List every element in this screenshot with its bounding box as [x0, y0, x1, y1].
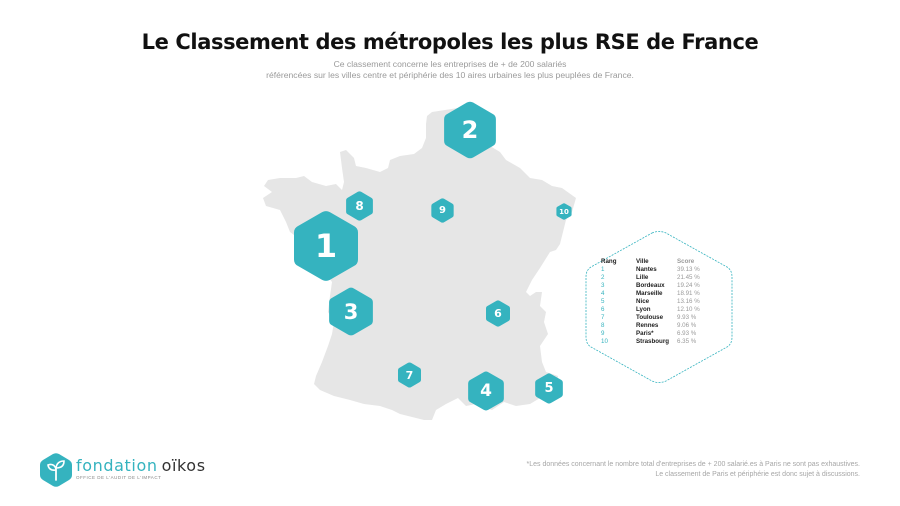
table-row: 5 Nice 13.16 %	[601, 298, 717, 306]
score-cell: 39.13 %	[677, 266, 700, 273]
score-cell: 9.06 %	[677, 322, 697, 329]
table-row: 7 Toulouse 9.93 %	[601, 314, 717, 322]
rank-cell: 5	[601, 298, 605, 305]
rank-cell: 10	[601, 338, 608, 345]
map-marker-rank-8[interactable]: 8	[346, 191, 373, 221]
column-header-ville: Ville	[636, 258, 649, 265]
table-row: 2 Lille 21.45 %	[601, 274, 717, 282]
sprout-hexagon-icon	[40, 453, 72, 487]
map-marker-rank-10[interactable]: 10	[556, 203, 572, 220]
rank-cell: 6	[601, 306, 605, 313]
city-cell: Bordeaux	[636, 282, 665, 289]
score-cell: 13.16 %	[677, 298, 700, 305]
map-marker-rank-6[interactable]: 6	[486, 300, 510, 327]
table-row: 9 Paris* 6.93 %	[601, 330, 717, 338]
city-cell: Toulouse	[636, 314, 664, 321]
map-marker-rank-1[interactable]: 1	[294, 210, 358, 282]
table-row: 3 Bordeaux 19.24 %	[601, 282, 717, 290]
score-cell: 21.45 %	[677, 274, 700, 281]
rank-cell: 8	[601, 322, 605, 329]
hexagon-icon	[486, 300, 510, 327]
table-row: 1 Nantes 39.13 %	[601, 266, 717, 274]
city-cell: Nice	[636, 298, 650, 305]
hexagon-icon	[329, 287, 373, 336]
map-marker-rank-4[interactable]: 4	[468, 371, 504, 411]
column-header-rang: Rang	[601, 258, 617, 265]
subtitle-line-1: Ce classement concerne les entreprises d…	[333, 59, 567, 69]
map-marker-rank-9[interactable]: 9	[431, 198, 454, 223]
map-marker-rank-7[interactable]: 7	[398, 362, 421, 388]
rank-cell: 9	[601, 330, 605, 337]
hexagon-icon	[398, 362, 421, 388]
score-cell: 18.91 %	[677, 290, 700, 297]
footnote-line-1: *Les données concernant le nombre total …	[526, 461, 860, 468]
footnote: *Les données concernant le nombre total …	[527, 460, 860, 480]
score-cell: 6.35 %	[677, 338, 697, 345]
ranking-frame-hexagon	[585, 231, 733, 383]
city-cell: Strasbourg	[636, 338, 670, 345]
score-cell: 19.24 %	[677, 282, 700, 289]
rank-cell: 2	[601, 274, 605, 281]
map-marker-rank-5[interactable]: 5	[535, 373, 563, 404]
score-cell: 9.93 %	[677, 314, 697, 321]
logo-name-oikos: oïkos	[161, 456, 206, 475]
rank-cell: 7	[601, 314, 605, 321]
city-cell: Lyon	[636, 306, 651, 313]
ranking-table: Rang Ville Score 1 Nantes 39.13 % 2 Lille 21…	[601, 258, 717, 346]
page-title: Le Classement des métropoles les plus RS…	[141, 30, 759, 54]
table-header-row: Rang Ville Score	[601, 258, 717, 266]
city-cell: Nantes	[636, 266, 657, 273]
table-row: 4 Marseille 18.91 %	[601, 290, 717, 298]
rank-cell: 4	[601, 290, 605, 297]
city-cell: Rennes	[636, 322, 659, 329]
city-cell: Paris*	[636, 330, 654, 337]
city-cell: Lille	[636, 274, 649, 281]
column-header-score: Score	[677, 258, 695, 265]
hexagon-icon	[431, 198, 454, 223]
map-marker-rank-3[interactable]: 3	[329, 287, 373, 336]
footnote-line-2: Le classement de Paris et périphérie est…	[655, 471, 860, 478]
table-row: 10 Strasbourg 6.35 %	[601, 338, 717, 346]
hexagon-icon	[346, 191, 373, 221]
table-row: 8 Rennes 9.06 %	[601, 322, 717, 330]
table-row: 6 Lyon 12.10 %	[601, 306, 717, 314]
rank-cell: 3	[601, 282, 605, 289]
hexagon-icon	[444, 101, 496, 159]
hexagon-icon	[535, 373, 563, 404]
page-subtitle: Ce classement concerne les entreprises d…	[0, 59, 900, 81]
city-cell: Marseille	[636, 290, 663, 297]
hexagon-icon	[468, 371, 504, 411]
hexagon-icon	[556, 203, 572, 220]
hexagon-icon	[294, 211, 358, 281]
logo-wordmark: fondation oïkos	[76, 456, 206, 475]
score-cell: 12.10 %	[677, 306, 700, 313]
subtitle-line-2: référencées sur les villes centre et pér…	[266, 70, 634, 80]
rank-cell: 1	[601, 266, 605, 273]
score-cell: 6.93 %	[677, 330, 697, 337]
logo-tagline: OFFICE DE L'AUDIT DE L'IMPACT	[76, 475, 162, 480]
logo-name-fondation: fondation	[76, 456, 158, 475]
map-marker-rank-2[interactable]: 2	[444, 101, 496, 159]
